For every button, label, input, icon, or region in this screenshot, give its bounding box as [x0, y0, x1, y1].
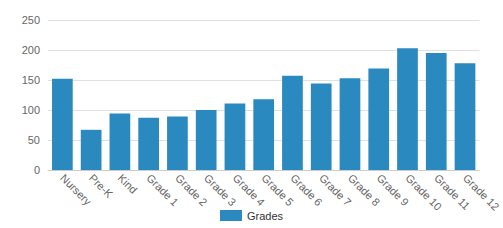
svg-text:Grade 9: Grade 9 [374, 171, 412, 209]
svg-text:Grades: Grades [247, 210, 284, 222]
svg-text:Grade 11: Grade 11 [432, 171, 473, 213]
svg-text:Grade 3: Grade 3 [201, 171, 239, 209]
svg-text:150: 150 [22, 74, 40, 86]
svg-text:Grade 4: Grade 4 [230, 171, 268, 209]
svg-text:Grade 8: Grade 8 [345, 171, 383, 209]
svg-text:Grade 7: Grade 7 [317, 171, 354, 209]
svg-text:100: 100 [22, 104, 40, 116]
svg-text:0: 0 [34, 164, 40, 176]
svg-text:Grade 2: Grade 2 [173, 171, 210, 209]
svg-text:Grade 6: Grade 6 [288, 171, 325, 209]
svg-text:Pre-K: Pre-K [87, 172, 116, 201]
svg-text:Kind: Kind [116, 172, 140, 196]
svg-text:Grade 1: Grade 1 [144, 171, 181, 209]
svg-text:Grade 12: Grade 12 [461, 172, 502, 213]
svg-text:Grade 10: Grade 10 [403, 171, 445, 213]
svg-text:Grade 5: Grade 5 [259, 171, 296, 209]
svg-text:250: 250 [22, 14, 40, 26]
svg-text:Nursery: Nursery [58, 171, 94, 208]
svg-text:50: 50 [28, 134, 40, 146]
svg-text:200: 200 [22, 44, 40, 56]
